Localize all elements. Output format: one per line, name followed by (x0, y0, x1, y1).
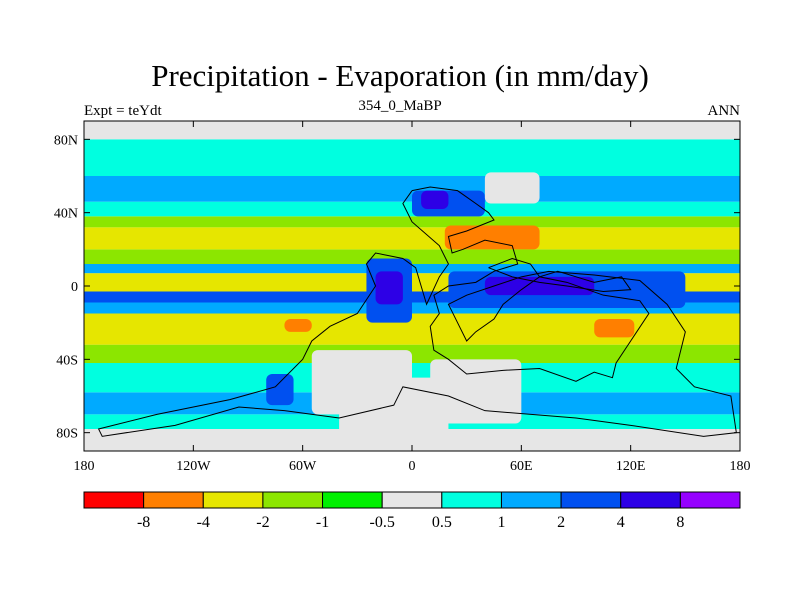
y-tick-label-3: 40S (56, 353, 78, 368)
colorbar-label-3: -1 (316, 514, 329, 531)
y-axis: 80N 40N 0 40S 80S (54, 133, 740, 442)
zonal-band-17 (84, 121, 740, 140)
zonal-band-16 (84, 139, 740, 165)
colorbar-label-6: 1 (497, 514, 505, 531)
colorbar-label-9: 8 (676, 514, 684, 531)
zonal-band-5 (84, 313, 740, 345)
x-axis: 180 120W 60W 0 60E 120E 180 (74, 121, 751, 474)
colorbar-box-4 (322, 491, 383, 509)
x-tick-label-6: 180 (730, 459, 751, 474)
chart-subtitle: 354_0_MaBP (358, 98, 442, 114)
patch-south-pacific-dry (284, 319, 312, 332)
y-tick-label-1: 40N (54, 207, 78, 222)
x-tick-label-1: 120W (176, 459, 211, 474)
patch-south-cont-dry-east (430, 359, 522, 424)
colorbar: -8 -4 -2 -1 -0.5 0.5 1 2 4 8 (83, 491, 741, 531)
zonal-band-15 (84, 165, 740, 176)
x-tick-label-4: 60E (510, 459, 533, 474)
chart-title: Precipitation - Evaporation (in mm/day) (151, 58, 649, 93)
experiment-label: Expt = teYdt (84, 103, 162, 119)
patch-south-asia-dry (444, 225, 540, 250)
colorbar-label-7: 2 (557, 514, 565, 531)
patch-polar-dry (339, 377, 449, 451)
patch-north-dry (484, 172, 540, 204)
colorbar-label-1: -4 (197, 514, 210, 531)
patch-north-cont-deep (421, 190, 449, 209)
y-tick-label-2: 0 (71, 280, 78, 295)
colorbar-box-2 (202, 491, 264, 509)
colorbar-box-5 (381, 491, 443, 509)
zonal-band-10 (84, 249, 740, 264)
colorbar-label-0: -8 (137, 514, 150, 531)
patch-australia-dry (594, 319, 635, 338)
patch-tropics-deep-west (375, 271, 403, 305)
colorbar-box-10 (679, 491, 741, 509)
x-tick-label-0: 180 (74, 459, 95, 474)
zonal-band-4 (84, 344, 740, 363)
colorbar-box-1 (143, 491, 204, 509)
patch-tropics-deep-east (484, 276, 595, 296)
continent-outline-0 (97, 186, 737, 437)
season-label: ANN (707, 103, 741, 119)
colorbar-box-6 (441, 491, 502, 509)
zonal-band-11 (84, 227, 740, 250)
continent-outline-1 (488, 257, 632, 293)
colorbar-box-3 (262, 491, 324, 509)
colorbar-box-7 (500, 491, 562, 509)
x-tick-label-5: 120E (616, 459, 646, 474)
colorbar-label-2: -2 (256, 514, 269, 531)
colorbar-label-4: -0.5 (370, 514, 395, 531)
colorbar-label-8: 4 (617, 514, 625, 531)
patch-southern-storm (266, 374, 294, 406)
x-tick-label-2: 60W (289, 459, 317, 474)
colorbar-box-8 (560, 491, 622, 509)
colorbar-label-5: 0.5 (432, 514, 452, 531)
x-tick-label-3: 0 (409, 459, 416, 474)
colorbar-box-9 (620, 491, 681, 509)
colorbar-box-0 (83, 491, 145, 509)
plot-area (84, 121, 740, 451)
y-tick-label-0: 80N (54, 133, 78, 148)
y-tick-label-4: 80S (56, 427, 78, 442)
